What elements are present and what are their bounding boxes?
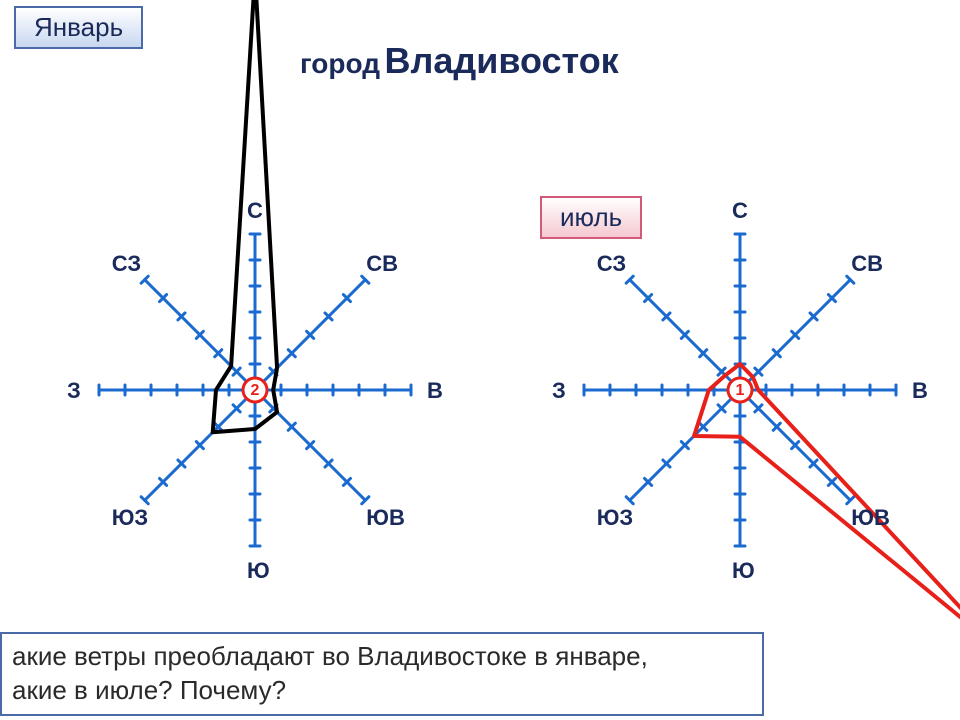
dir-label-N: С xyxy=(732,198,748,224)
question-box: акие ветры преобладают во Владивостоке в… xyxy=(0,632,764,716)
dir-label-SE: ЮВ xyxy=(366,505,405,531)
dir-label-W: З xyxy=(552,378,566,404)
dir-label-S: Ю xyxy=(732,558,755,584)
dir-label-W: З xyxy=(67,378,81,404)
question-line2: акие в июле? Почему? xyxy=(12,674,752,708)
dir-label-E: В xyxy=(427,378,443,404)
wind-roses-svg: 21 xyxy=(0,0,960,720)
svg-text:2: 2 xyxy=(251,382,260,399)
dir-label-N: С xyxy=(247,198,263,224)
dir-label-SW: ЮЗ xyxy=(597,505,633,531)
svg-text:1: 1 xyxy=(736,382,745,399)
dir-label-NW: СЗ xyxy=(597,251,626,277)
question-line1: акие ветры преобладают во Владивостоке в… xyxy=(12,640,752,674)
dir-label-S: Ю xyxy=(247,558,270,584)
dir-label-SW: ЮЗ xyxy=(112,505,148,531)
dir-label-SE: ЮВ xyxy=(851,505,890,531)
dir-label-NW: СЗ xyxy=(112,251,141,277)
dir-label-NE: СВ xyxy=(366,251,398,277)
dir-label-E: В xyxy=(912,378,928,404)
dir-label-NE: СВ xyxy=(851,251,883,277)
